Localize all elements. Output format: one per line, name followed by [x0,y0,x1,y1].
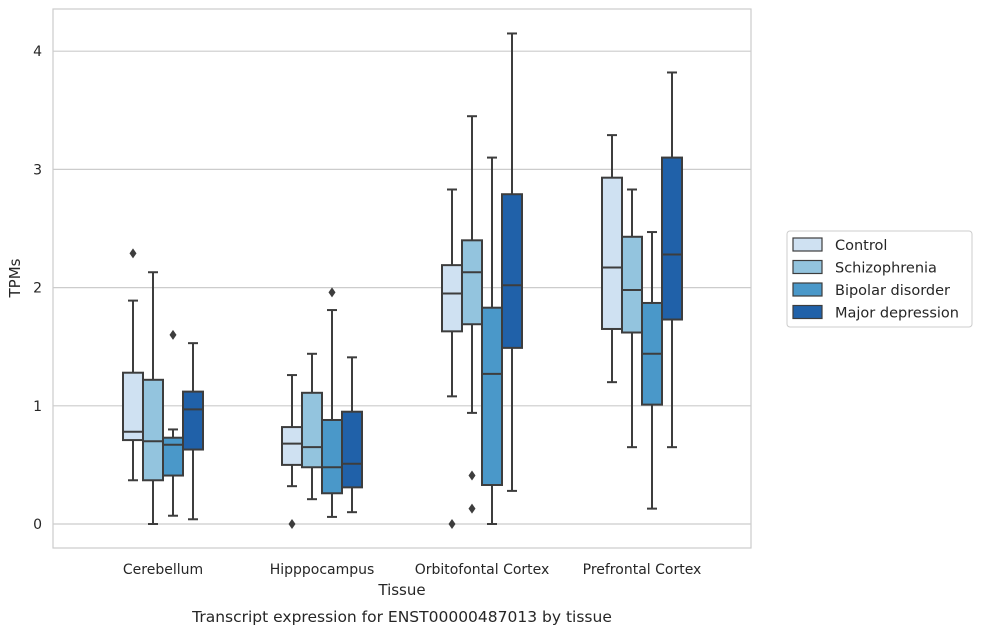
box-0 [182,342,204,521]
legend-frame [786,230,973,328]
x-tick-label: Prefrontal Cortex [583,562,702,578]
y-tick-label: 2 [33,281,42,297]
series-1 [142,115,643,525]
iqr-box [162,436,184,477]
iqr-box [601,176,623,330]
iqr-box [621,235,643,334]
legend-swatch [792,237,823,252]
box-1 [321,287,343,518]
y-tick-label: 0 [33,517,42,533]
iqr-box [501,193,523,349]
box-1 [281,374,303,529]
legend-label: Control [835,238,887,254]
iqr-box [461,239,483,326]
box-3 [641,231,663,510]
x-axis-title: Tissue [377,581,425,599]
y-axis-title: TPMs [6,258,24,298]
outlier-point [288,519,296,529]
box-3 [621,188,643,449]
iqr-box [182,390,204,451]
legend-label: Major depression [835,306,959,322]
box-0 [162,329,184,517]
y-tick-labels: 0 1 2 3 4 [33,44,42,533]
box-2 [461,115,483,514]
x-tick-label: Cerebellum [123,562,203,578]
box-3 [661,71,683,449]
legend-swatch [792,282,823,297]
plot-area-frame [52,8,752,549]
x-tick-label: Hipppocampus [270,562,375,578]
iqr-box [661,156,683,321]
legend-label: Schizophrenia [835,261,937,277]
y-tick-label: 1 [33,399,42,415]
legend-swatch [792,259,823,275]
legend-swatch [792,304,823,320]
legend-label: Bipolar disorder [835,283,950,299]
iqr-box [321,418,343,495]
iqr-box [341,410,363,489]
outlier-point [328,287,336,298]
iqr-box [441,264,463,333]
box-2 [441,188,463,529]
iqr-box [281,426,303,466]
y-tick-label: 3 [33,162,42,178]
iqr-box [122,371,144,442]
box-0 [122,248,144,482]
iqr-box [481,306,503,486]
outlier-point [129,248,137,259]
outlier-point [169,329,177,340]
legend: Control Schizophrenia Bipolar disorder Majo… [786,230,973,328]
outlier-point [468,470,476,481]
series-3 [182,32,683,521]
iqr-box [142,378,164,482]
outlier-point [468,503,476,514]
series-2 [162,156,663,525]
series-0 [122,134,623,529]
outlier-point [448,519,456,529]
x-tick-label: Orbitofontal Cortex [415,562,550,578]
x-tick-labels: Cerebellum Hipppocampus Orbitofontal Corte… [123,562,701,578]
box-series-group [122,32,683,529]
y-tick-label: 4 [33,44,42,60]
box-0 [142,271,164,525]
iqr-box [301,391,323,469]
box-2 [481,156,503,525]
figure-caption: Transcript expression for ENST0000048701… [191,608,612,626]
box-1 [341,356,363,514]
box-2 [501,32,523,492]
